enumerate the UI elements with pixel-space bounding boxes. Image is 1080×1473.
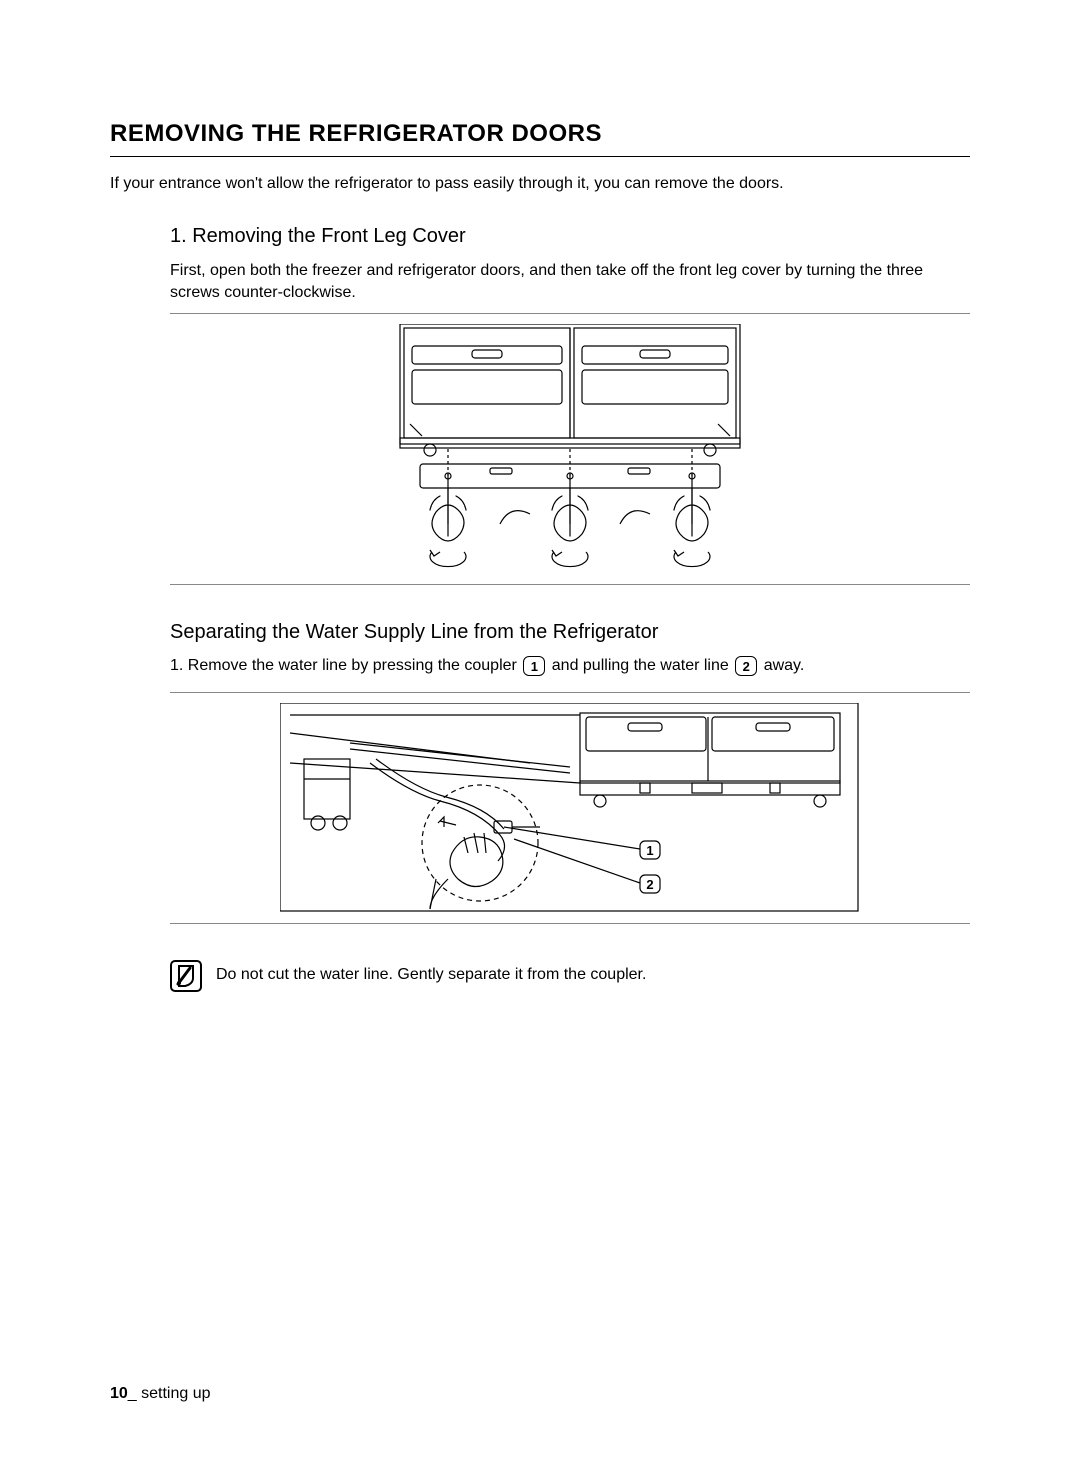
note-icon <box>170 960 202 997</box>
inline-badge-2: 2 <box>735 656 757 676</box>
leg-cover-illustration <box>340 324 800 574</box>
note-row: Do not cut the water line. Gently separa… <box>170 960 970 997</box>
figure2-callout-1: 1 <box>646 843 653 858</box>
section1-body: First, open both the freezer and refrige… <box>170 260 970 303</box>
inline-badge-1: 1 <box>523 656 545 676</box>
figure2-callout-2: 2 <box>646 877 653 892</box>
footer-sep: _ <box>128 1385 141 1402</box>
step-suffix: away. <box>764 657 805 674</box>
section-removing-leg-cover: 1. Removing the Front Leg Cover First, o… <box>170 225 970 997</box>
step-mid: and pulling the water line <box>552 657 729 674</box>
sub-heading-2: Separating the Water Supply Line from th… <box>170 621 970 644</box>
figure-water-line: 1 2 <box>170 692 970 924</box>
page-number: 10 <box>110 1385 128 1402</box>
main-heading: REMOVING THE REFRIGERATOR DOORS <box>110 120 970 157</box>
step-prefix: 1. Remove the water line by pressing the… <box>170 657 517 674</box>
sub-heading-1: 1. Removing the Front Leg Cover <box>170 225 970 248</box>
note-text: Do not cut the water line. Gently separa… <box>216 960 646 984</box>
figure-leg-cover <box>170 313 970 585</box>
page-footer: 10_ setting up <box>110 1385 211 1403</box>
footer-section: setting up <box>141 1385 210 1402</box>
section2-step: 1. Remove the water line by pressing the… <box>170 656 970 676</box>
water-line-illustration: 1 2 <box>280 703 860 913</box>
intro-paragraph: If your entrance won't allow the refrige… <box>110 175 970 193</box>
